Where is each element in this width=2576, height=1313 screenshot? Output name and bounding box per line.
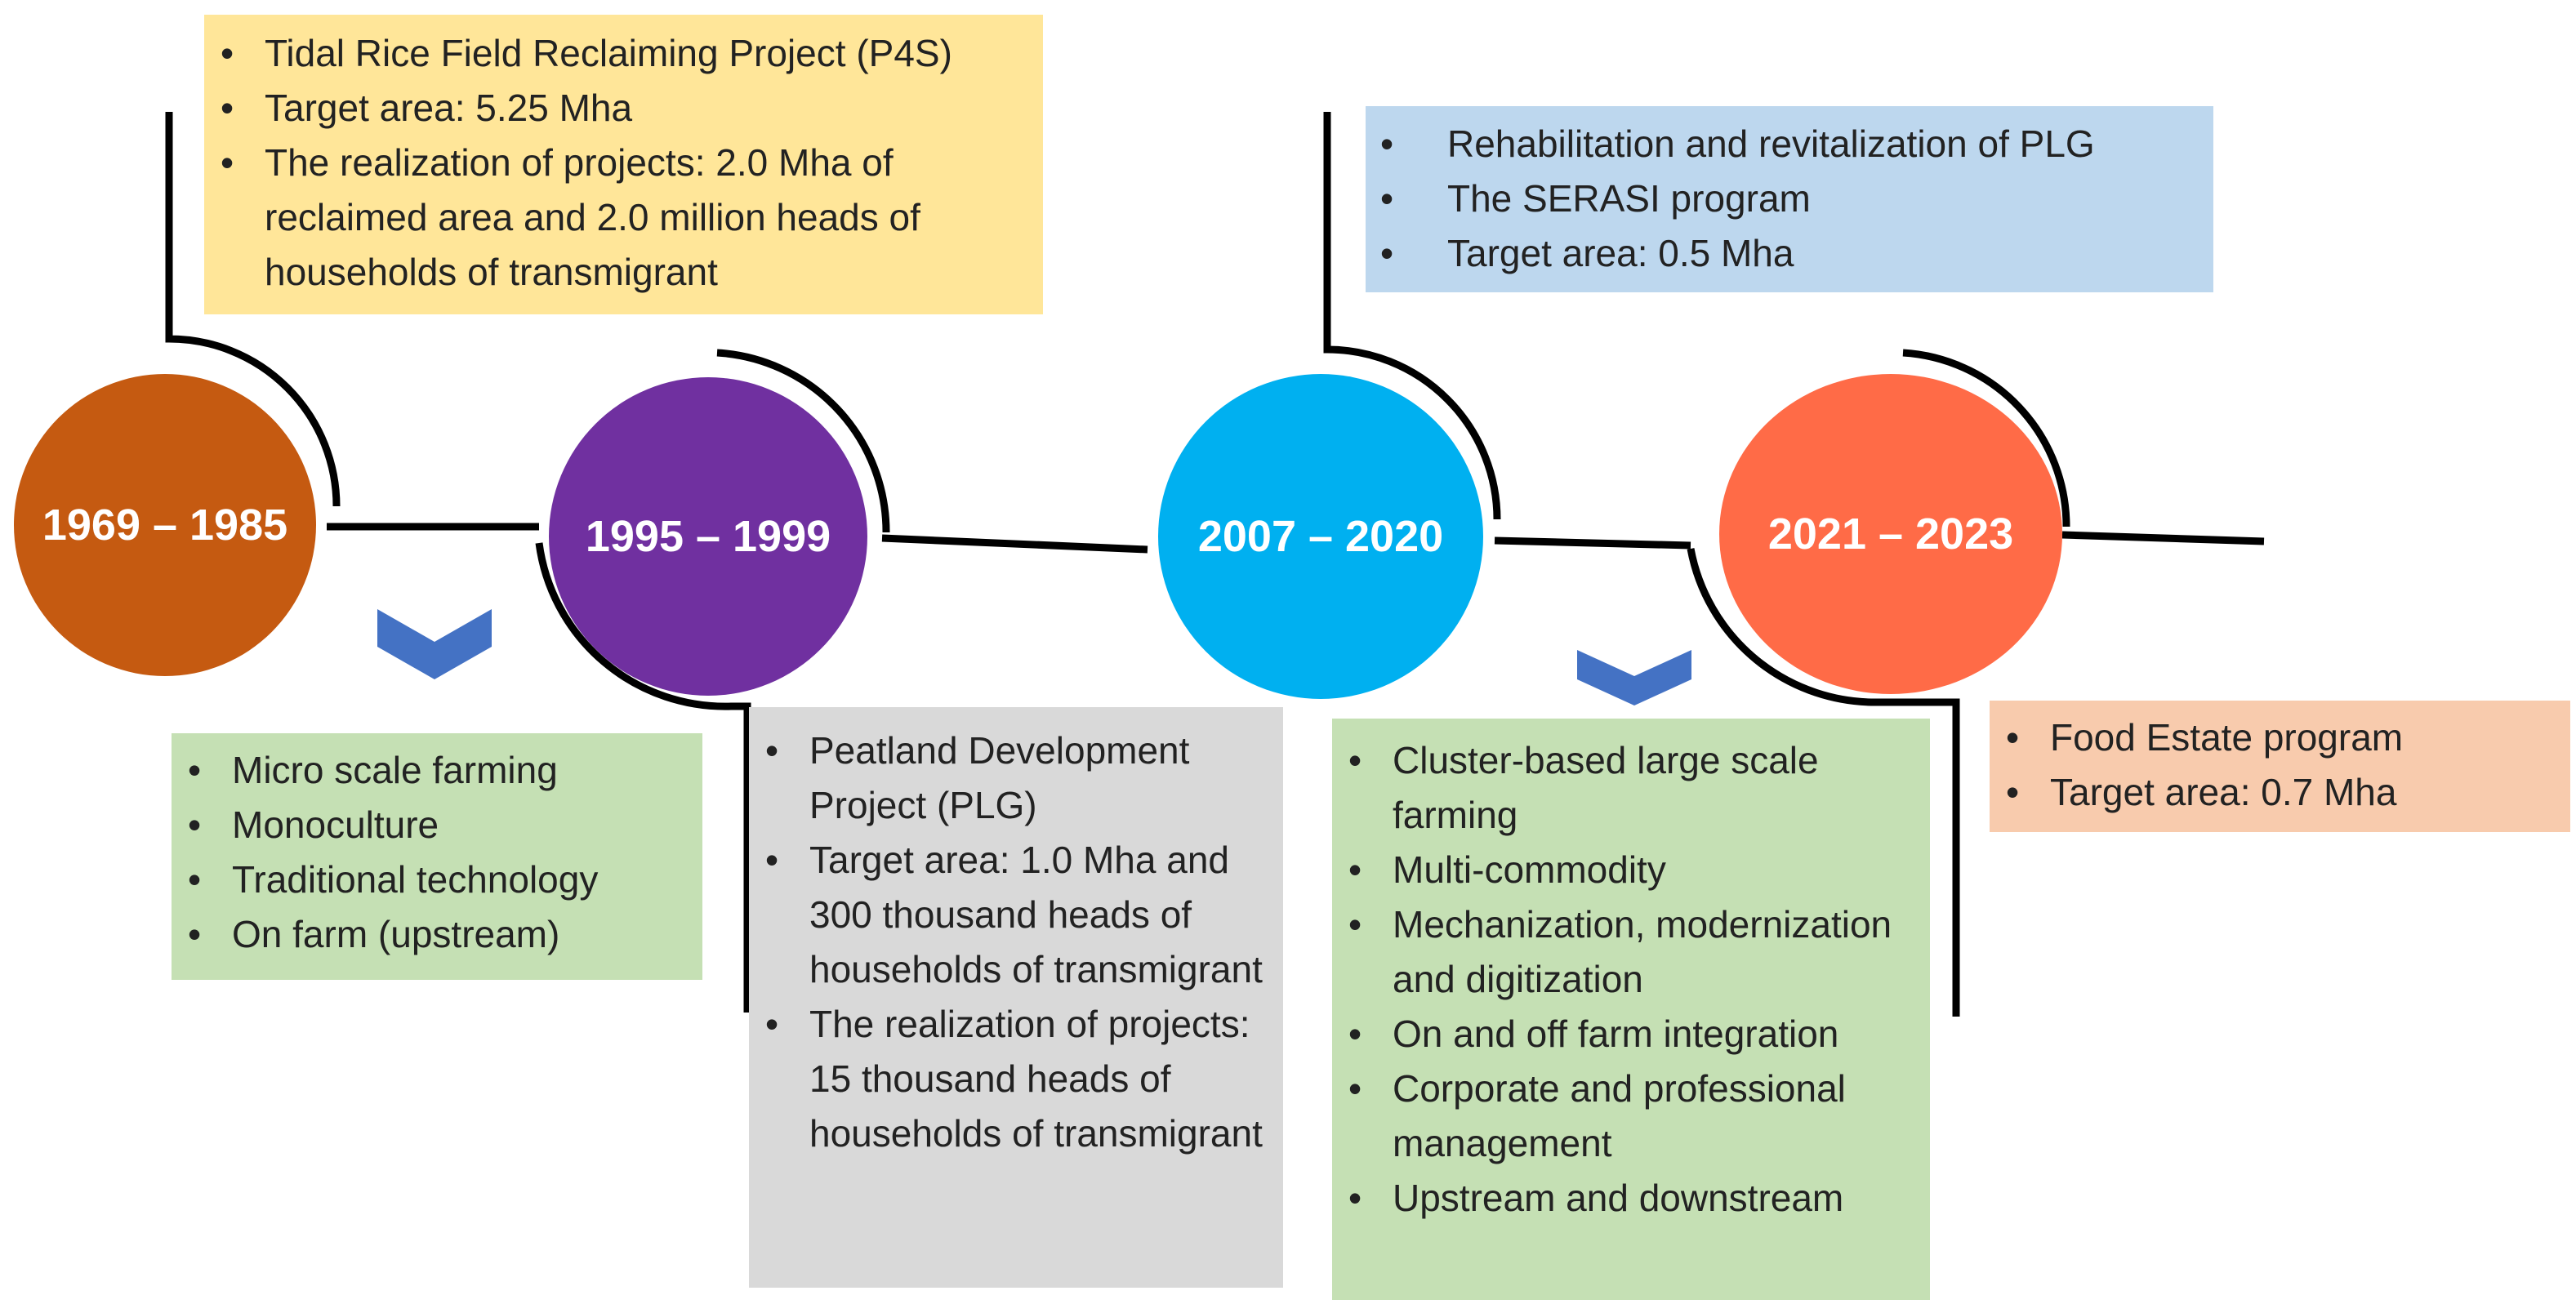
food-estate-info-box: Food Estate program Target area: 0.7 Mha xyxy=(1990,701,2570,832)
list-item: Target area: 0.7 Mha xyxy=(1990,765,2570,820)
arc-era2-top xyxy=(716,349,890,533)
list-item: Tidal Rice Field Reclaiming Project (P4S… xyxy=(204,26,1043,81)
list-item: The SERASI program xyxy=(1366,171,2213,226)
serasi-info-box: Rehabilitation and revitalization of PLG… xyxy=(1366,106,2213,292)
list-item: On and off farm integration xyxy=(1332,1007,1917,1062)
p4s-info-box: Tidal Rice Field Reclaiming Project (P4S… xyxy=(204,15,1043,314)
connector-era1-top xyxy=(165,112,341,507)
era-circle-1969-1985: 1969 – 1985 xyxy=(14,374,316,676)
list-item: Micro scale farming xyxy=(172,743,702,798)
timeline-segment-4 xyxy=(2061,531,2265,545)
era-label: 1995 – 1999 xyxy=(585,512,831,561)
era-label: 2021 – 2023 xyxy=(1767,510,2014,559)
chevron-down-icon xyxy=(1577,650,1691,705)
list-item: The realization of projects: 15 thousand… xyxy=(749,997,1267,1161)
list-item: Mechanization, modernization and digitiz… xyxy=(1332,897,1917,1007)
era-circle-2007-2020: 2007 – 2020 xyxy=(1158,374,1483,699)
timeline-segment-3 xyxy=(1494,536,1691,550)
list-item: Traditional technology xyxy=(172,852,702,907)
list-item: Rehabilitation and revitalization of PLG xyxy=(1366,117,2213,171)
arc-era4-top xyxy=(1902,349,2070,527)
list-item: Target area: 0.5 Mha xyxy=(1366,226,2213,281)
list-item: Cluster-based large scale farming xyxy=(1332,733,1917,843)
list-item: Peatland Development Project (PLG) xyxy=(749,723,1267,833)
list-item: Monoculture xyxy=(172,798,702,852)
list-item: On farm (upstream) xyxy=(172,907,702,962)
era-label: 1969 – 1985 xyxy=(42,501,288,550)
chevron-down-icon xyxy=(377,609,492,679)
list-item: Target area: 5.25 Mha xyxy=(204,81,1043,136)
list-item: Multi-commodity xyxy=(1332,843,1917,897)
list-item: Upstream and downstream xyxy=(1332,1171,1917,1226)
connector-era4-bottom xyxy=(1687,548,1960,1017)
timeline-segment-2 xyxy=(881,534,1148,554)
connector-era2-bottom xyxy=(535,542,751,1013)
list-item: The realization of projects: 2.0 Mha of … xyxy=(204,136,1043,300)
list-item: Target area: 1.0 Mha and 300 thousand he… xyxy=(749,833,1267,997)
plg-info-box: Peatland Development Project (PLG) Targe… xyxy=(749,707,1283,1288)
era-label: 2007 – 2020 xyxy=(1197,512,1444,561)
list-item: Corporate and professional management xyxy=(1332,1062,1917,1171)
list-item: Food Estate program xyxy=(1990,710,2570,765)
era-circle-1995-1999: 1995 – 1999 xyxy=(549,377,867,696)
new-farming-characteristics-box: Cluster-based large scale farming Multi-… xyxy=(1332,719,1930,1300)
connector-era3-top xyxy=(1323,112,1501,520)
era-circle-2021-2023: 2021 – 2023 xyxy=(1719,374,2062,694)
old-farming-characteristics-box: Micro scale farming Monoculture Traditio… xyxy=(172,733,702,980)
